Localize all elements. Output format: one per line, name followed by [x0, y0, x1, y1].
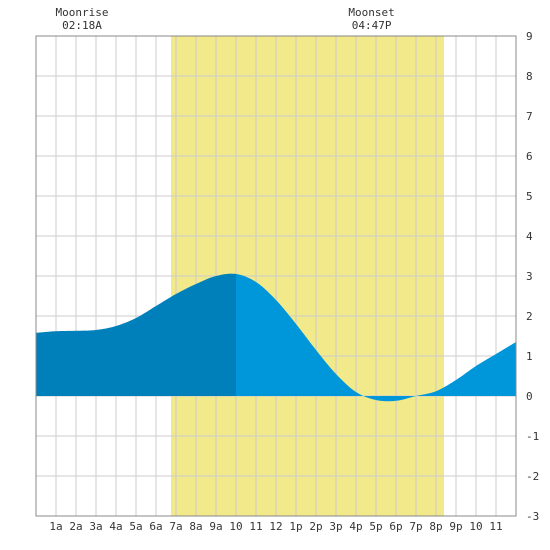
x-tick-label: 12 — [269, 520, 282, 533]
x-tick-label: 4p — [349, 520, 362, 533]
x-tick-label: 2a — [69, 520, 82, 533]
y-tick-label: 9 — [526, 30, 533, 43]
x-tick-label: 11 — [249, 520, 262, 533]
x-tick-label: 9a — [209, 520, 222, 533]
y-tick-label: 1 — [526, 350, 533, 363]
y-tick-label: 5 — [526, 190, 533, 203]
x-tick-label: 10 — [229, 520, 242, 533]
x-tick-label: 2p — [309, 520, 322, 533]
x-tick-label: 9p — [449, 520, 462, 533]
moonset-label: Moonset — [348, 6, 394, 19]
moonrise-label: Moonrise — [56, 6, 109, 19]
x-tick-label: 3a — [89, 520, 102, 533]
x-tick-label: 8a — [189, 520, 202, 533]
grid — [35, 35, 517, 517]
y-tick-label: 7 — [526, 110, 533, 123]
moonset-time: 04:47P — [352, 19, 392, 32]
x-tick-label: 3p — [329, 520, 342, 533]
y-tick-label: 2 — [526, 310, 533, 323]
y-tick-label: -3 — [526, 510, 539, 523]
x-tick-label: 7a — [169, 520, 182, 533]
x-tick-label: 6p — [389, 520, 402, 533]
x-tick-label: 10 — [469, 520, 482, 533]
x-tick-labels: 1a 2a 3a 4a 5a 6a 7a 8a 9a 10 11 12 1p 2p 3p 4p 5p 6p 7p 8p… — [49, 520, 502, 533]
y-tick-label: 6 — [526, 150, 533, 163]
plot-frame — [35, 35, 517, 517]
x-tick-label: 11 — [489, 520, 502, 533]
tide-area-before-high — [36, 273, 236, 396]
y-tick-labels: -3 -2 -1 0 1 2 3 4 5 6 7 8 9 — [526, 30, 539, 523]
moonrise-time: 02:18A — [62, 19, 102, 32]
x-tick-label: 1p — [289, 520, 302, 533]
y-tick-label: -1 — [526, 430, 539, 443]
y-tick-label: -2 — [526, 470, 539, 483]
x-tick-label: 1a — [49, 520, 62, 533]
x-tick-label: 7p — [409, 520, 422, 533]
y-tick-label: 0 — [526, 390, 533, 403]
y-tick-label: 4 — [526, 230, 533, 243]
tide-area-after-high — [236, 274, 516, 402]
y-tick-label: 8 — [526, 70, 533, 83]
x-tick-label: 4a — [109, 520, 122, 533]
y-tick-label: 3 — [526, 270, 533, 283]
x-tick-label: 8p — [429, 520, 442, 533]
x-tick-label: 5p — [369, 520, 382, 533]
x-tick-label: 6a — [149, 520, 162, 533]
x-tick-label: 5a — [129, 520, 142, 533]
